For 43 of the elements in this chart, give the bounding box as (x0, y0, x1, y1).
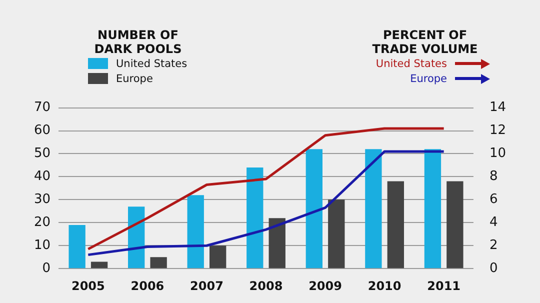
x-tick-label: 2005 (71, 278, 105, 293)
y2-tick-label: 2 (489, 238, 498, 254)
bar (446, 181, 464, 268)
y-tick-label: 10 (34, 238, 51, 254)
bar (306, 149, 322, 268)
x-tick-label: 2011 (427, 278, 461, 293)
y2-tick-label: 14 (489, 100, 506, 116)
x-tick-label: 2006 (130, 278, 164, 293)
y-tick-label: 60 (34, 123, 51, 138)
bar (387, 181, 404, 268)
bar (424, 149, 442, 268)
x-tick-label: 2008 (249, 278, 283, 293)
bar (187, 195, 204, 268)
x-tick-label: 2007 (190, 278, 224, 293)
bar (268, 218, 286, 268)
y-tick-label: 0 (42, 260, 51, 276)
y-tick-label: 50 (34, 146, 51, 162)
x-tick-label: 2009 (308, 278, 342, 293)
y2-tick-label: 12 (489, 123, 506, 138)
y2-tick-label: 0 (489, 260, 498, 276)
y2-tick-label: 6 (489, 192, 498, 208)
y2-tick-label: 4 (489, 215, 498, 230)
y2-tick-label: 8 (489, 169, 498, 184)
x-tick-label: 2010 (368, 278, 402, 293)
bar (365, 149, 382, 268)
bar (150, 257, 167, 268)
text: United States (376, 58, 447, 70)
y-axis-title: NUMBER OF DARK POOLS (93, 28, 183, 56)
y-tick-label: 30 (34, 192, 51, 208)
legend-label: United States (116, 58, 188, 70)
y-tick-label: 20 (34, 215, 51, 230)
y-tick-label: 40 (34, 169, 51, 184)
legend-label: Europe (116, 72, 153, 84)
bar (90, 262, 108, 268)
y2-tick-label: 10 (489, 146, 506, 162)
y2-axis-title: PERCENT OF TRADE VOLUME (371, 28, 479, 56)
y-tick-label: 70 (34, 100, 51, 116)
bar (328, 200, 345, 268)
text: Europe (410, 72, 447, 84)
bar (68, 224, 86, 268)
bar (210, 246, 226, 268)
bar (128, 206, 145, 268)
bar (246, 168, 264, 268)
